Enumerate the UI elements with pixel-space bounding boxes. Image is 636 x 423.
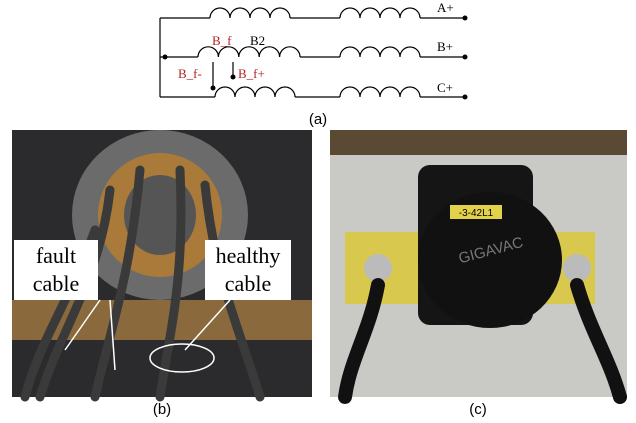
annotation: healthy [216,243,281,268]
terminal-label: B+ [437,39,453,54]
terminal [463,16,468,21]
figure: A+ B+ C+ B_f B2 B_f- B_f+ (a) fault cabl… [0,0,636,423]
panel-label: (a) [309,111,327,128]
coil [340,87,420,97]
terminal-label: A+ [437,0,454,15]
terminal [463,95,468,100]
annotation: fault [36,243,76,268]
tap-label: B_f [212,33,232,48]
photo-c: -3-42L1 GIGAVAC [330,130,627,397]
coil [340,47,420,57]
coil [210,8,290,18]
junction [163,55,168,60]
terminal-bolt [563,254,591,282]
panel-label: (b) [153,401,171,418]
panel-label: (c) [469,401,487,418]
tap-label: B_f- [178,66,202,81]
tap-dot [231,75,236,80]
terminal [463,55,468,60]
part-number: -3-42L1 [459,208,494,219]
annotation: cable [225,271,271,296]
tap-dot [211,86,216,91]
wires [160,18,465,97]
coil [215,87,295,97]
photo-b: fault cable healthy cable [12,130,312,397]
annotation: cable [33,271,79,296]
coil [340,8,420,18]
terminal-bolt [364,254,392,282]
wall [330,130,627,155]
tap-wires [213,62,233,88]
tap-label: B2 [250,33,265,48]
coil [198,47,300,57]
tap-label: B_f+ [238,66,265,81]
terminal-label: C+ [437,80,453,95]
circuit-diagram [160,18,465,97]
